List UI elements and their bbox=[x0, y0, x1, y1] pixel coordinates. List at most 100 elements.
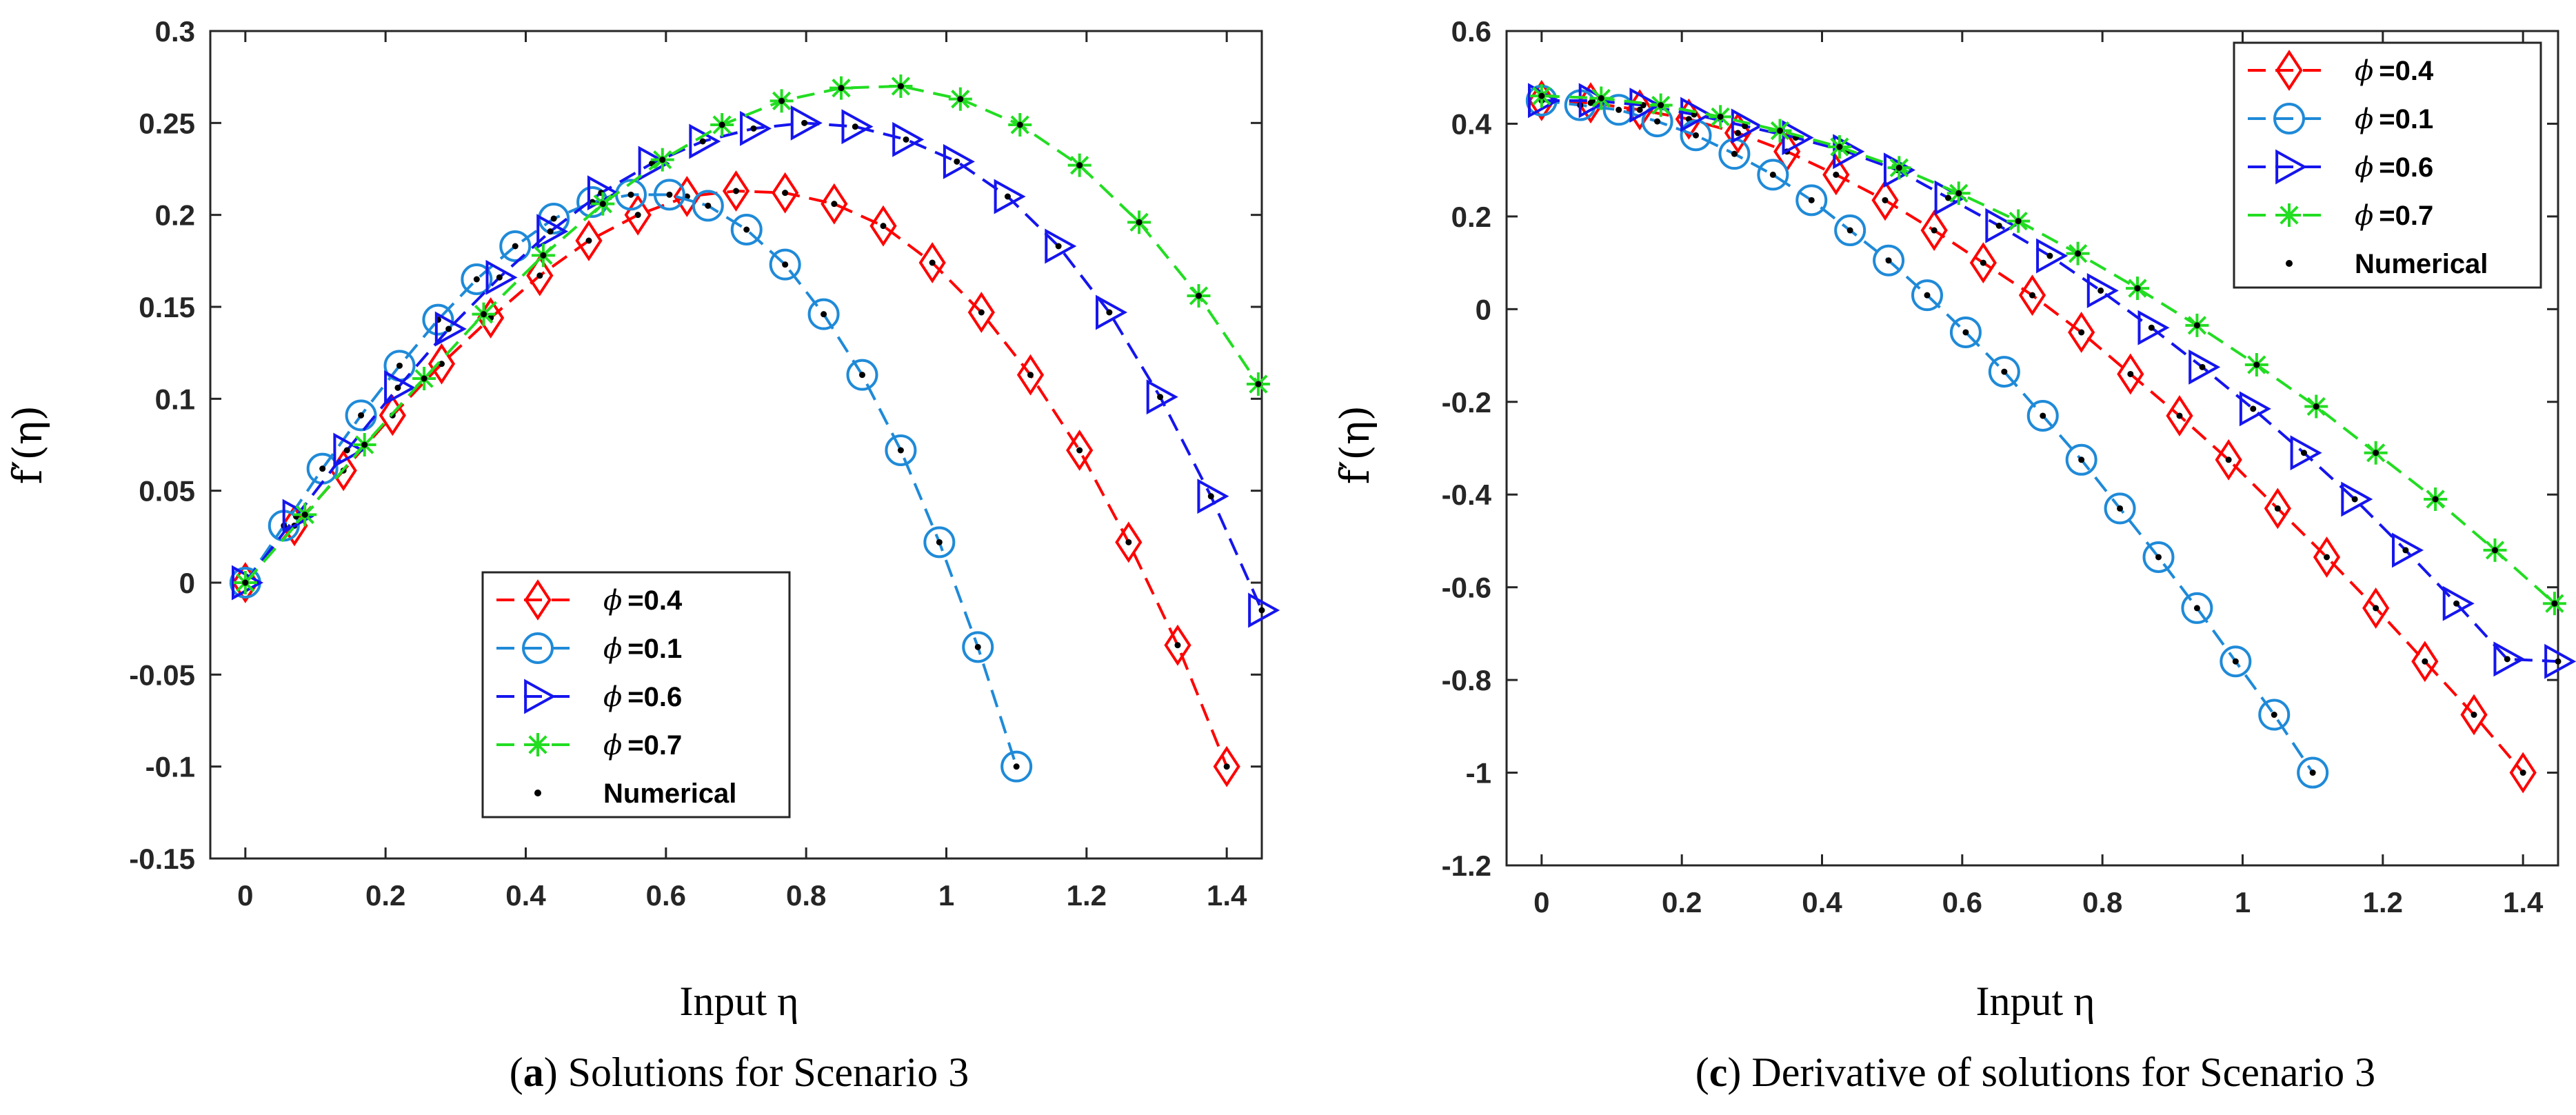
numerical-point bbox=[547, 228, 554, 235]
marker-circle bbox=[2297, 756, 2329, 789]
numerical-point bbox=[936, 539, 943, 545]
marker-diamond bbox=[2460, 694, 2488, 736]
x-tick-label: 0 bbox=[237, 879, 253, 912]
numerical-point bbox=[1196, 292, 1202, 299]
x-tick-label: 1.2 bbox=[2363, 886, 2403, 918]
marker-circle bbox=[2258, 699, 2291, 731]
marker-star-stroke bbox=[528, 735, 547, 754]
marker-diamond bbox=[967, 292, 995, 333]
marker-circle bbox=[2220, 645, 2252, 678]
legend-symbol: ϕ bbox=[2355, 152, 2373, 183]
numerical-point bbox=[2519, 770, 2526, 776]
numerical-point bbox=[750, 125, 757, 132]
numerical-point bbox=[929, 259, 936, 266]
legend-numerical-dot bbox=[534, 790, 541, 796]
marker-diamond bbox=[821, 183, 848, 225]
marker-triangle-right bbox=[536, 214, 569, 250]
numerical-point bbox=[2134, 285, 2141, 292]
numerical-point bbox=[1636, 106, 1643, 113]
marker-circle bbox=[846, 359, 878, 391]
caption-letter: c bbox=[1709, 1049, 1728, 1095]
numerical-point bbox=[1004, 193, 1011, 200]
legend-symbol: ϕ bbox=[603, 730, 622, 761]
numerical-point bbox=[2373, 605, 2379, 612]
numerical-point bbox=[358, 412, 365, 419]
numerical-point bbox=[2232, 658, 2239, 665]
legend-symbol: ϕ bbox=[2355, 200, 2373, 232]
legend-label: ϕ =0.7 bbox=[2355, 200, 2433, 232]
numerical-point bbox=[1731, 150, 1738, 157]
numerical-point bbox=[1924, 292, 1931, 299]
y-tick-label: -1 bbox=[1466, 757, 1491, 790]
numerical-point bbox=[634, 212, 641, 219]
numerical-point bbox=[2046, 252, 2053, 259]
numerical-point bbox=[2432, 496, 2439, 503]
y-tick-label: 0.15 bbox=[139, 291, 195, 323]
marker-circle bbox=[1873, 244, 1905, 277]
numerical-point bbox=[2471, 712, 2477, 719]
numerical-point bbox=[978, 309, 985, 316]
marker-triangle-right bbox=[485, 259, 518, 295]
marker-diamond bbox=[2215, 439, 2242, 481]
legend-label: ϕ =0.6 bbox=[603, 681, 682, 713]
y-tick-label: -0.15 bbox=[129, 843, 195, 875]
marker-triangle-right bbox=[790, 105, 823, 141]
marker-circle bbox=[345, 399, 377, 432]
numerical-point bbox=[2300, 450, 2307, 456]
numerical-point bbox=[801, 119, 808, 126]
marker-triangle-right bbox=[1197, 479, 1229, 514]
marker-triangle-right bbox=[2290, 435, 2322, 471]
y-tick-label: -0.1 bbox=[145, 751, 195, 783]
numerical-point bbox=[1777, 128, 1783, 134]
y-tick-label: 0.4 bbox=[1451, 108, 1492, 140]
numerical-point bbox=[2253, 361, 2260, 368]
y-tick-label: 0.6 bbox=[1451, 15, 1491, 48]
marker-circle bbox=[1000, 750, 1033, 783]
numerical-point bbox=[1157, 394, 1164, 401]
legend-item: ϕ =0.7 bbox=[496, 730, 682, 761]
numerical-point bbox=[512, 243, 519, 250]
numerical-point bbox=[1055, 243, 1062, 250]
numerical-point bbox=[852, 123, 858, 130]
numerical-point bbox=[1016, 121, 1023, 128]
marker-star-stroke bbox=[2280, 205, 2299, 225]
legend-item: ϕ =0.1 bbox=[2248, 103, 2433, 135]
marker-triangle-right bbox=[1680, 97, 1713, 132]
legend-value: =0.1 bbox=[627, 634, 682, 664]
numerical-point bbox=[536, 272, 543, 279]
numerical-point bbox=[421, 375, 427, 382]
marker-circle bbox=[2104, 492, 2136, 525]
numerical-point bbox=[1106, 309, 1113, 316]
marker-triangle-right bbox=[2392, 532, 2424, 568]
marker-triangle-right bbox=[2086, 273, 2119, 308]
marker-triangle-right bbox=[1096, 294, 1128, 330]
numerical-point bbox=[2040, 412, 2046, 419]
caption-open-paren: ( bbox=[510, 1049, 523, 1095]
marker-triangle-right bbox=[892, 121, 925, 157]
numerical-point bbox=[2555, 658, 2562, 665]
numerical-point bbox=[2001, 368, 2008, 375]
marker-diamond bbox=[869, 205, 897, 247]
numerical-point bbox=[1538, 92, 1545, 99]
marker-diamond bbox=[1920, 210, 1948, 251]
y-tick-label: 0.2 bbox=[155, 199, 195, 232]
marker-circle bbox=[2026, 399, 2059, 432]
numerical-point bbox=[903, 136, 909, 143]
numerical-point bbox=[550, 215, 557, 222]
x-tick-label: 0.8 bbox=[786, 879, 826, 912]
y-tick-label: 0 bbox=[179, 567, 195, 599]
legend-item: ϕ =0.6 bbox=[2248, 149, 2433, 185]
series-line bbox=[1541, 94, 2556, 605]
legend-item-numerical: Numerical bbox=[2286, 249, 2488, 279]
marker-triangle-right bbox=[434, 311, 467, 347]
legend-label: ϕ =0.4 bbox=[603, 585, 683, 616]
marker-circle bbox=[653, 179, 685, 211]
marker-diamond bbox=[427, 343, 456, 385]
numerical-point bbox=[1174, 642, 1181, 649]
legend-label: ϕ =0.7 bbox=[603, 730, 682, 761]
series-circle bbox=[1525, 84, 2329, 789]
marker-triangle-right bbox=[2544, 643, 2576, 679]
numerical-point bbox=[1836, 143, 1843, 150]
marker-circle bbox=[692, 190, 724, 222]
x-tick-label: 0.2 bbox=[1662, 886, 1702, 918]
